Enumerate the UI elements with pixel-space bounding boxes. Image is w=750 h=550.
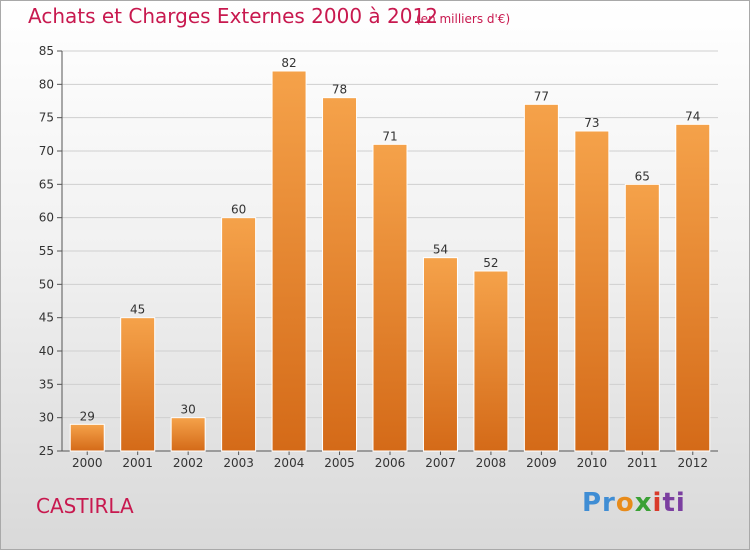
- logo-part: ti: [662, 488, 686, 518]
- y-tick-label: 25: [39, 444, 54, 458]
- logo-part: o: [615, 488, 635, 518]
- bar: [523, 103, 559, 452]
- x-tick-label: 2010: [577, 456, 608, 470]
- y-tick-label: 55: [39, 244, 54, 258]
- x-tick-label: 2007: [425, 456, 456, 470]
- x-tick-label: 2004: [274, 456, 305, 470]
- y-tick-label: 80: [39, 77, 54, 91]
- y-tick-label: 50: [39, 277, 54, 291]
- logo-part: i: [652, 488, 663, 518]
- bar: [170, 417, 206, 452]
- y-tick-label: 65: [39, 177, 54, 191]
- bars: [69, 70, 711, 452]
- chart-title: Achats et Charges Externes 2000 à 2012: [28, 4, 438, 28]
- logo-part: x: [634, 488, 653, 518]
- bar: [675, 123, 711, 452]
- data-label: 45: [130, 303, 145, 317]
- x-tick-label: 2008: [476, 456, 507, 470]
- data-label: 71: [382, 129, 397, 143]
- y-tick-label: 85: [39, 44, 54, 58]
- x-tick-label: 2012: [677, 456, 708, 470]
- x-tick-label: 2011: [627, 456, 658, 470]
- bar: [473, 270, 509, 452]
- y-tick-label: 30: [39, 411, 54, 425]
- x-tick-label: 2001: [122, 456, 153, 470]
- data-label: 65: [635, 169, 650, 183]
- bar: [221, 217, 257, 452]
- bar: [271, 70, 307, 452]
- data-label: 78: [332, 83, 347, 97]
- bar: [624, 183, 660, 452]
- logo-part: Pr: [582, 488, 616, 518]
- bar: [574, 130, 610, 452]
- y-tick-label: 60: [39, 211, 54, 225]
- bar: [69, 423, 105, 452]
- x-tick-label: 2003: [223, 456, 254, 470]
- x-tick-label: 2002: [173, 456, 204, 470]
- proxiti-logo[interactable]: Proxiti: [582, 488, 686, 518]
- bar: [322, 97, 358, 452]
- data-label: 29: [80, 409, 95, 423]
- chart-subtitle: (en milliers d'€): [416, 12, 511, 26]
- bar: [120, 317, 156, 452]
- bar: [422, 257, 458, 452]
- data-label: 82: [281, 56, 296, 70]
- x-tick-label: 2005: [324, 456, 355, 470]
- y-tick-label: 40: [39, 344, 54, 358]
- x-tick-label: 2006: [375, 456, 406, 470]
- x-tick-label: 2000: [72, 456, 103, 470]
- labels: 25 30 35 40 45 50 55 60 65 70 75 80 85 29 2000 45 2001 30…: [39, 44, 708, 470]
- data-label: 54: [433, 243, 448, 257]
- bar: [372, 143, 408, 452]
- data-label: 30: [181, 403, 196, 417]
- place-name: CASTIRLA: [36, 494, 134, 518]
- y-tick-label: 35: [39, 377, 54, 391]
- data-label: 74: [685, 109, 700, 123]
- x-tick-label: 2009: [526, 456, 557, 470]
- y-tick-label: 75: [39, 111, 54, 125]
- data-label: 73: [584, 116, 599, 130]
- data-label: 60: [231, 203, 246, 217]
- data-label: 77: [534, 89, 549, 103]
- y-tick-label: 70: [39, 144, 54, 158]
- data-label: 52: [483, 256, 498, 270]
- y-tick-label: 45: [39, 311, 54, 325]
